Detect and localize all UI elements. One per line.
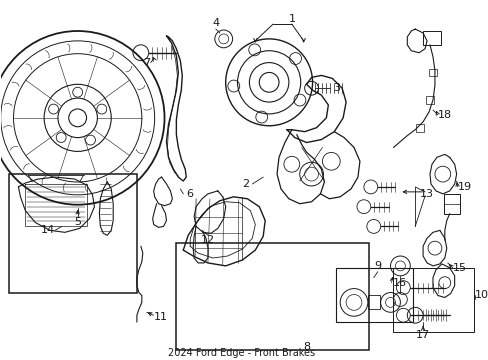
Text: 9: 9 [373,261,381,271]
Text: 14: 14 [41,225,55,235]
Bar [428,68,436,76]
Text: 13: 13 [419,189,433,199]
Text: 11: 11 [153,312,167,322]
Text: 16: 16 [391,278,406,288]
Text: 18: 18 [437,110,451,120]
Text: 1: 1 [288,14,295,24]
Text: 12: 12 [201,235,215,245]
Bar [443,194,459,213]
Bar [393,268,473,332]
Bar [9,174,137,293]
Bar [176,243,368,350]
Text: 7: 7 [143,58,150,68]
Text: 6: 6 [186,189,193,199]
Bar [367,296,379,309]
Text: 2024 Ford Edge - Front Brakes: 2024 Ford Edge - Front Brakes [167,348,314,358]
Text: 19: 19 [457,182,470,192]
Text: 3: 3 [332,83,339,93]
Bar [415,124,423,132]
Text: 2: 2 [242,179,248,189]
Text: 10: 10 [474,289,488,300]
Text: 17: 17 [415,330,429,340]
Text: 4: 4 [212,18,219,28]
Bar [336,268,412,322]
Text: 5: 5 [74,217,81,228]
Text: 8: 8 [303,342,309,352]
Bar [422,31,440,45]
Text: 15: 15 [452,263,466,273]
Bar [425,96,433,104]
